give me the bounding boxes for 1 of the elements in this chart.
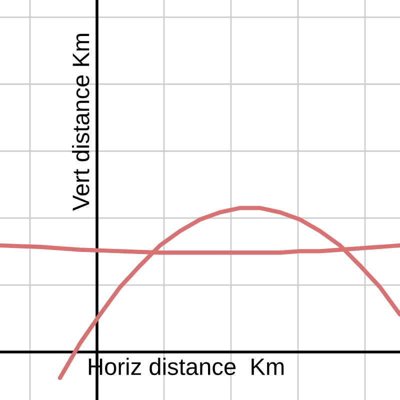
- y-axis-title: Vert distance Km: [72, 34, 90, 211]
